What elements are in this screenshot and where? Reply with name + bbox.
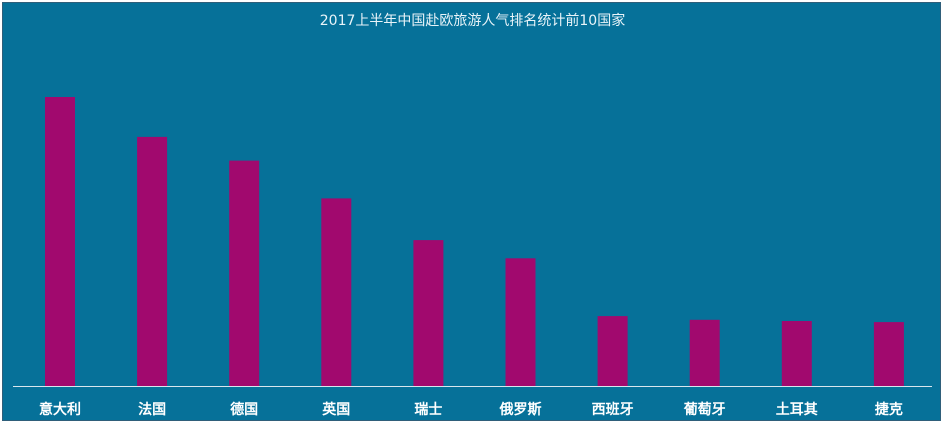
bar-9 (781, 321, 812, 386)
x-tick-label: 英国 (321, 401, 350, 418)
x-tick-label: 捷克 (875, 401, 903, 418)
x-tick-label: 法国 (138, 401, 166, 418)
bar-1 (45, 97, 75, 386)
bar-chart: 意大利 法国 德国 英国 瑞士 俄罗斯 西班牙 葡萄牙 土耳其 捷克 (13, 97, 932, 418)
x-tick-label: 葡萄牙 (683, 401, 726, 418)
bar-4 (321, 198, 352, 386)
chart-title: 2017上半年中国赴欧旅游人气排名统计前10国家 (319, 13, 626, 29)
bar-3 (229, 160, 260, 386)
bar-2 (137, 136, 168, 386)
x-tick-label: 俄罗斯 (499, 401, 542, 418)
bar-10 (873, 322, 904, 386)
bar-8 (689, 319, 720, 386)
bar-5 (413, 240, 444, 386)
x-tick-label: 瑞士 (414, 401, 442, 418)
x-tick-label: 德国 (230, 401, 258, 418)
x-tick-label: 土耳其 (776, 401, 818, 418)
bar-6 (505, 258, 536, 386)
x-tick-label: 意大利 (39, 401, 81, 418)
chart-frame: 2017上半年中国赴欧旅游人气排名统计前10国家 意大利 法国 德国 英国 瑞士 俄罗斯 西… (2, 2, 941, 421)
bar-7 (597, 316, 628, 386)
x-tick-label: 西班牙 (592, 401, 634, 418)
